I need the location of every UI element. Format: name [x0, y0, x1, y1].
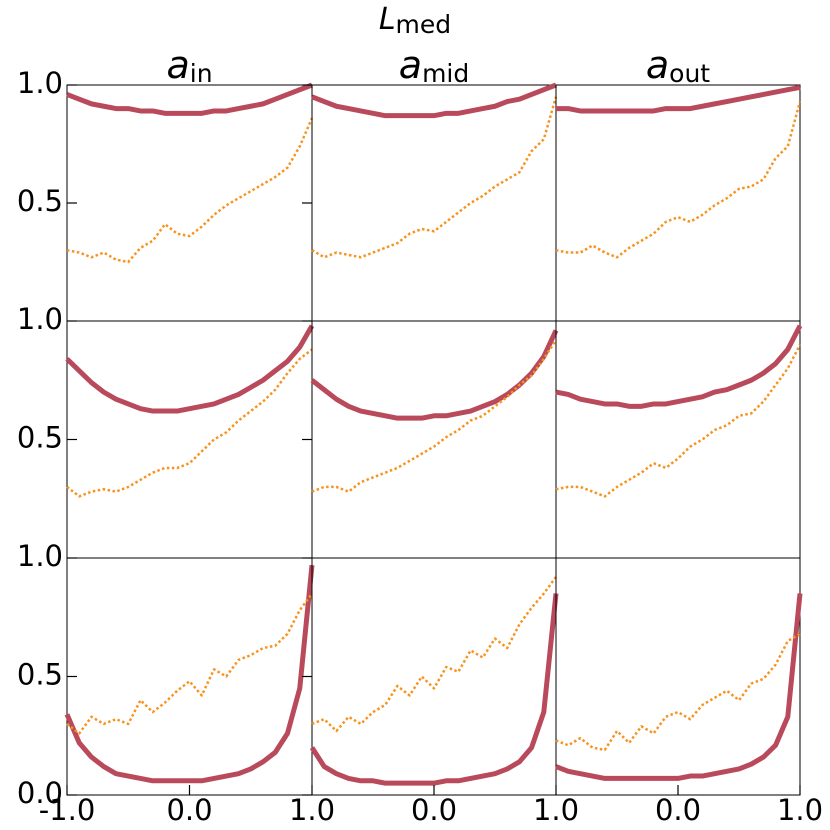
- title-sub: in: [190, 59, 213, 88]
- dotted-line: [66, 348, 313, 498]
- x-tick-label: -1.0: [39, 793, 96, 827]
- plot-frame: [311, 320, 557, 559]
- plot-frame: [66, 84, 313, 322]
- title-sub: med: [396, 10, 452, 39]
- solid-line: [555, 324, 803, 409]
- solid-line: [309, 593, 559, 786]
- title-main: a: [166, 43, 189, 87]
- dotted-line: [66, 117, 314, 264]
- panel-title: aout: [646, 43, 710, 89]
- plot-frame: [311, 84, 557, 322]
- dotted-line: [311, 576, 558, 733]
- title-main: a: [646, 43, 669, 87]
- x-tick-label: 0.0: [166, 793, 212, 827]
- plot-frame: [555, 320, 801, 559]
- dotted-line: [311, 339, 558, 493]
- y-tick-label: 0.5: [17, 184, 63, 218]
- y-tick-label: 1.0: [17, 302, 63, 336]
- solid-line: [65, 324, 315, 414]
- x-tick-label: 1.0: [289, 793, 335, 827]
- solid-line: [311, 82, 557, 119]
- y-tick-label: 0.5: [17, 421, 63, 455]
- plot-frame: [66, 557, 313, 796]
- y-tick-label: 0.0: [17, 776, 63, 810]
- solid-line: [66, 82, 313, 116]
- x-tick-label: 1.0: [533, 793, 579, 827]
- y-tick-label: 0.5: [17, 658, 63, 692]
- solid-line: [310, 329, 559, 421]
- title-main: a: [399, 43, 422, 87]
- dotted-line: [555, 632, 801, 752]
- title-main: L: [379, 2, 396, 37]
- y-tick-label: 1.0: [17, 66, 63, 100]
- plot-frame: [66, 320, 313, 559]
- dotted-line: [555, 344, 802, 498]
- panel-title: amid: [399, 43, 469, 89]
- solid-line: [556, 84, 801, 114]
- dotted-line: [555, 101, 802, 259]
- solid-line: [64, 564, 315, 784]
- x-tick-label: 0.0: [655, 793, 701, 827]
- solid-line: [555, 593, 803, 781]
- y-tick-label: 1.0: [17, 539, 63, 573]
- panel-title: ain: [166, 43, 212, 89]
- dotted-line: [66, 592, 314, 735]
- x-tick-label: 1.0: [777, 793, 823, 827]
- title-sub: out: [669, 59, 710, 88]
- title-sub: mid: [422, 59, 469, 88]
- dotted-line: [311, 96, 558, 259]
- figure-title: Lmed: [379, 2, 451, 40]
- plot-frame: [555, 84, 801, 322]
- x-tick-label: 0.0: [411, 793, 457, 827]
